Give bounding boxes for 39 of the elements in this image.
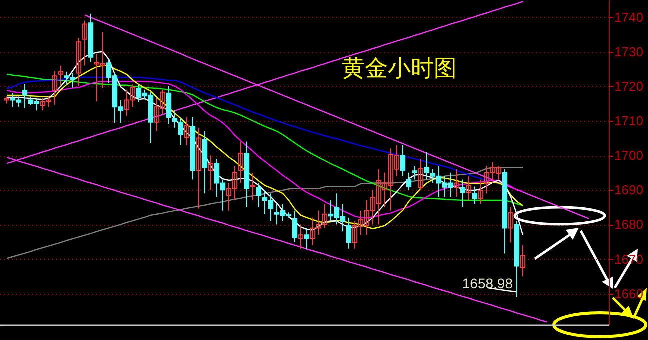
candlestick: [52, 70, 58, 106]
candlestick: [460, 179, 466, 208]
candlestick: [508, 206, 514, 244]
candlestick: [406, 172, 412, 191]
candlestick: [304, 228, 310, 250]
candlestick: [418, 158, 424, 191]
candlestick: [466, 176, 472, 202]
candlestick: [76, 38, 82, 87]
candlestick: [178, 117, 184, 146]
candlestick: [520, 244, 526, 278]
annotation: 1658.98: [462, 275, 514, 292]
y-tick-label: 1710: [614, 114, 644, 129]
candlestick: [298, 224, 304, 250]
candlestick: [172, 110, 178, 128]
candlestick: [478, 179, 484, 204]
candlestick: [472, 186, 478, 204]
candlestick: [292, 210, 298, 243]
y-tick-label: 1680: [614, 217, 644, 232]
y-tick-label: 1660: [614, 286, 644, 302]
candlestick: [22, 84, 28, 109]
candlestick: [412, 165, 418, 180]
candlestick: [58, 65, 64, 87]
candlestick: [208, 155, 214, 191]
candlestick: [196, 127, 202, 210]
candlestick: [256, 182, 262, 208]
candlestick: [238, 141, 244, 184]
candlestick: [346, 217, 352, 250]
y-tick-label: 1690: [614, 182, 644, 198]
candlestick: [400, 144, 406, 177]
candlestick: [184, 117, 190, 146]
y-tick-label: 1740: [614, 10, 644, 25]
y-tick-label: 1720: [614, 78, 644, 94]
text: 黄金小时图: [342, 56, 457, 82]
y-tick-label: 1730: [614, 44, 644, 60]
y-tick-label: 1700: [614, 148, 644, 164]
line-series: [6, 167, 524, 260]
candlestick: [82, 20, 88, 66]
candlestick: [250, 172, 256, 202]
candlestick: [454, 168, 460, 198]
